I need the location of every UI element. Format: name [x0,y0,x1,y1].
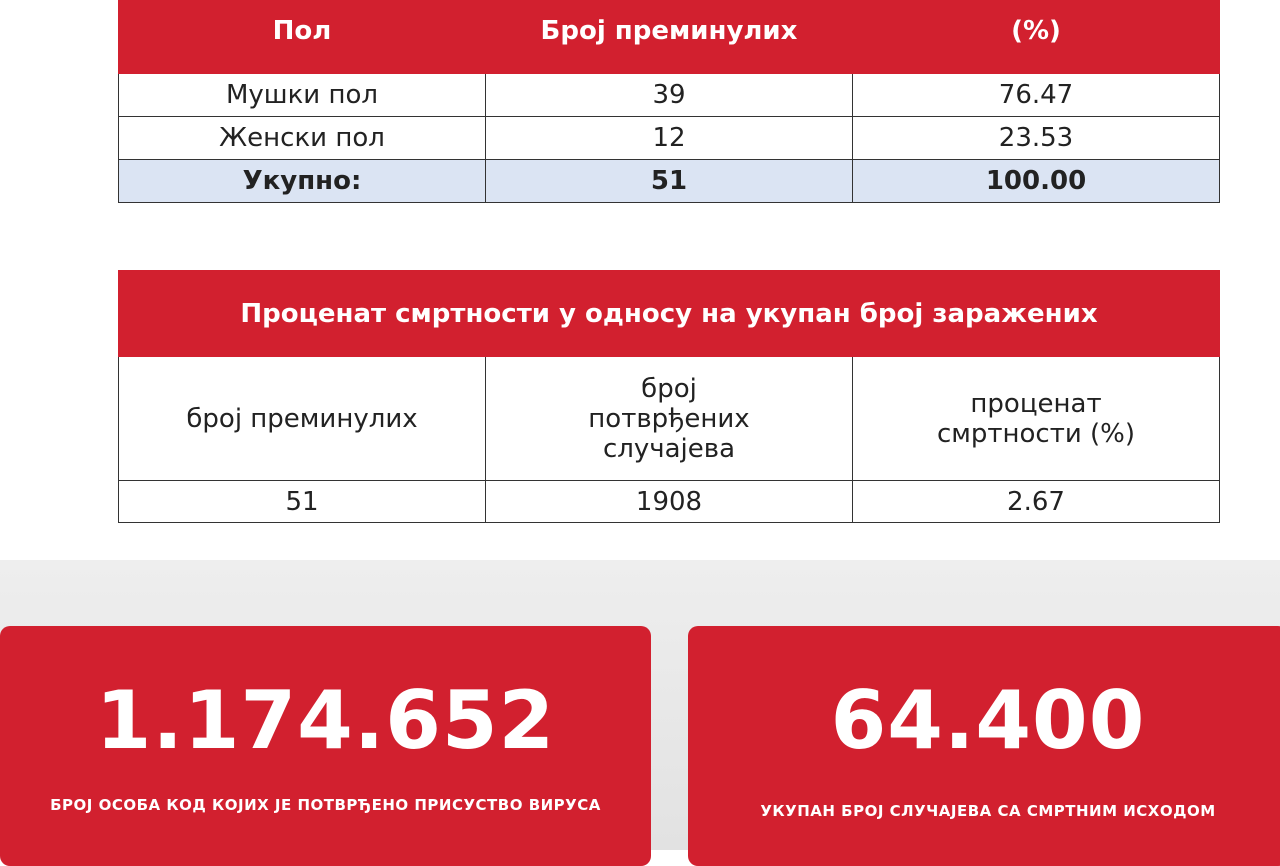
mortality-table: Проценат смртности у односу на укупан бр… [118,270,1220,523]
header-row: Пол Број преминулих (%) [118,0,1220,74]
stat-value: 64.400 [830,674,1146,767]
cell: 100.00 [852,159,1220,203]
header-cell: број потврђених случајева [485,356,853,481]
title-row: Проценат смртности у односу на укупан бр… [118,270,1220,357]
cell: Женски пол [118,116,486,160]
header-row: број преминулих број потврђених случајев… [118,356,1220,481]
stat-card: 1.174.652 БРОЈ ОСОБА КОД КОЈИХ ЈЕ ПОТВРЂ… [0,626,651,866]
total-row: Укупно: 51 100.00 [118,159,1220,203]
stat-value: 1.174.652 [95,674,556,767]
table-title: Проценат смртности у односу на укупан бр… [118,270,1220,357]
cell: Мушки пол [118,73,486,117]
cell: Укупно: [118,159,486,203]
cell: 12 [485,116,853,160]
row: Мушки пол 39 76.47 [118,73,1220,117]
cell: 2.67 [852,480,1220,523]
stat-label: УКУПАН БРОЈ СЛУЧАЈЕВА СА СМРТНИМ ИСХОДОМ [760,802,1216,820]
header-cell: број преминулих [118,356,486,481]
row: Женски пол 12 23.53 [118,116,1220,160]
cell: 39 [485,73,853,117]
header-cell: (%) [852,0,1220,74]
stat-card: 64.400 УКУПАН БРОЈ СЛУЧАЈЕВА СА СМРТНИМ … [688,626,1280,866]
cell: 76.47 [852,73,1220,117]
cell: 51 [485,159,853,203]
cell: 1908 [485,480,853,523]
row: 51 1908 2.67 [118,480,1220,523]
header-cell: Број преминулих [485,0,853,74]
stat-label: БРОЈ ОСОБА КОД КОЈИХ ЈЕ ПОТВРЂЕНО ПРИСУС… [50,796,601,814]
header-cell: Пол [118,0,486,74]
header-cell: проценат смртности (%) [852,356,1220,481]
cell: 51 [118,480,486,523]
sex-table: Пол Број преминулих (%) Мушки пол 39 76.… [118,0,1220,203]
cell: 23.53 [852,116,1220,160]
